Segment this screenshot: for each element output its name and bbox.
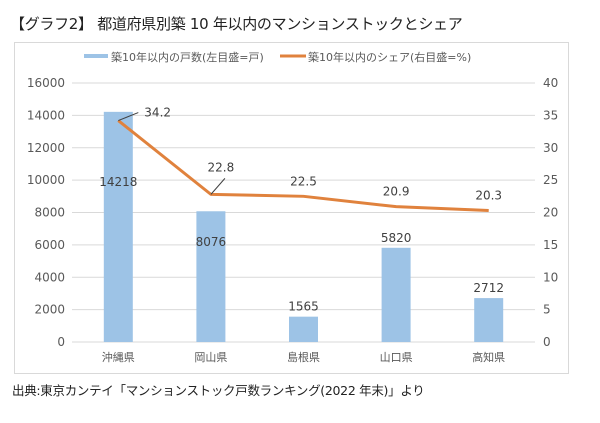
bar-value-label: 8076 [196,235,227,249]
line-value-label: 22.8 [208,160,235,174]
legend-swatch-bar [84,54,108,58]
bar-value-label: 14218 [99,175,137,189]
left-axis-tick-label: 0 [57,335,65,349]
right-axis-tick-label: 35 [543,108,558,122]
right-axis-tick-label: 15 [543,238,558,252]
legend: 築10年以内の戸数(左目盛=戸) 築10年以内のシェア(右目盛=%) [84,50,471,64]
left-axis-tick-label: 2000 [34,303,65,317]
bar [381,247,411,342]
bar-series [103,111,504,342]
legend-label-bar: 築10年以内の戸数(左目盛=戸) [111,50,264,64]
bar [196,211,226,342]
left-axis-tick-label: 14000 [27,108,65,122]
left-axis-tick-label: 10000 [27,173,65,187]
category-label: 沖縄県 [102,350,135,364]
left-axis-tick-label: 6000 [34,238,65,252]
left-axis-tick-label: 12000 [27,141,65,155]
right-axis-tick-label: 5 [543,303,551,317]
category-label: 山口県 [380,351,413,364]
left-axis-tick-label: 16000 [27,76,65,90]
line-value-label: 34.2 [144,106,171,120]
right-axis-tick-label: 20 [543,206,558,220]
left-axis-tick-label: 4000 [34,270,65,284]
legend-label-line: 築10年以内のシェア(右目盛=%) [308,50,471,64]
leader-line [210,178,226,195]
right-axis-tick-label: 30 [543,141,558,155]
right-axis-tick-label: 0 [543,335,551,349]
bar-value-label: 5820 [381,231,412,245]
data-labels: 14218 8076 1565 5820 2712 34.2 22.8 22.5 20.9 20.… [99,106,504,314]
category-labels: 沖縄県 岡山県 島根県 山口県 高知県 [102,350,505,364]
category-label: 岡山県 [194,351,227,364]
axis-ticks: 0 2000 4000 6000 8000 10000 12000 14000 16000 0 5 1… [27,76,558,349]
right-axis-tick-label: 40 [543,76,558,90]
right-axis-tick-label: 25 [543,173,558,187]
share-line [117,119,489,213]
line-value-label: 22.5 [290,174,317,188]
leader-line [118,112,139,122]
bar-value-label: 2712 [473,281,504,295]
bar [103,111,133,342]
source-note: 出典:東京カンテイ「マンションストック戸数ランキング(2022 年末)」より [12,383,425,398]
left-axis-tick-label: 8000 [34,206,65,220]
bar-value-label: 1565 [288,300,319,314]
line-value-label: 20.9 [383,185,410,199]
line-series [117,119,489,213]
line-value-label: 20.3 [475,189,502,203]
bar [474,298,504,342]
category-label: 高知県 [472,350,505,364]
right-axis-tick-label: 10 [543,270,558,284]
bar [289,316,318,342]
gridlines [72,82,535,343]
chart-title: 【グラフ2】 都道府県別築 10 年以内のマンションストックとシェア [10,15,463,33]
category-label: 島根県 [287,350,320,364]
